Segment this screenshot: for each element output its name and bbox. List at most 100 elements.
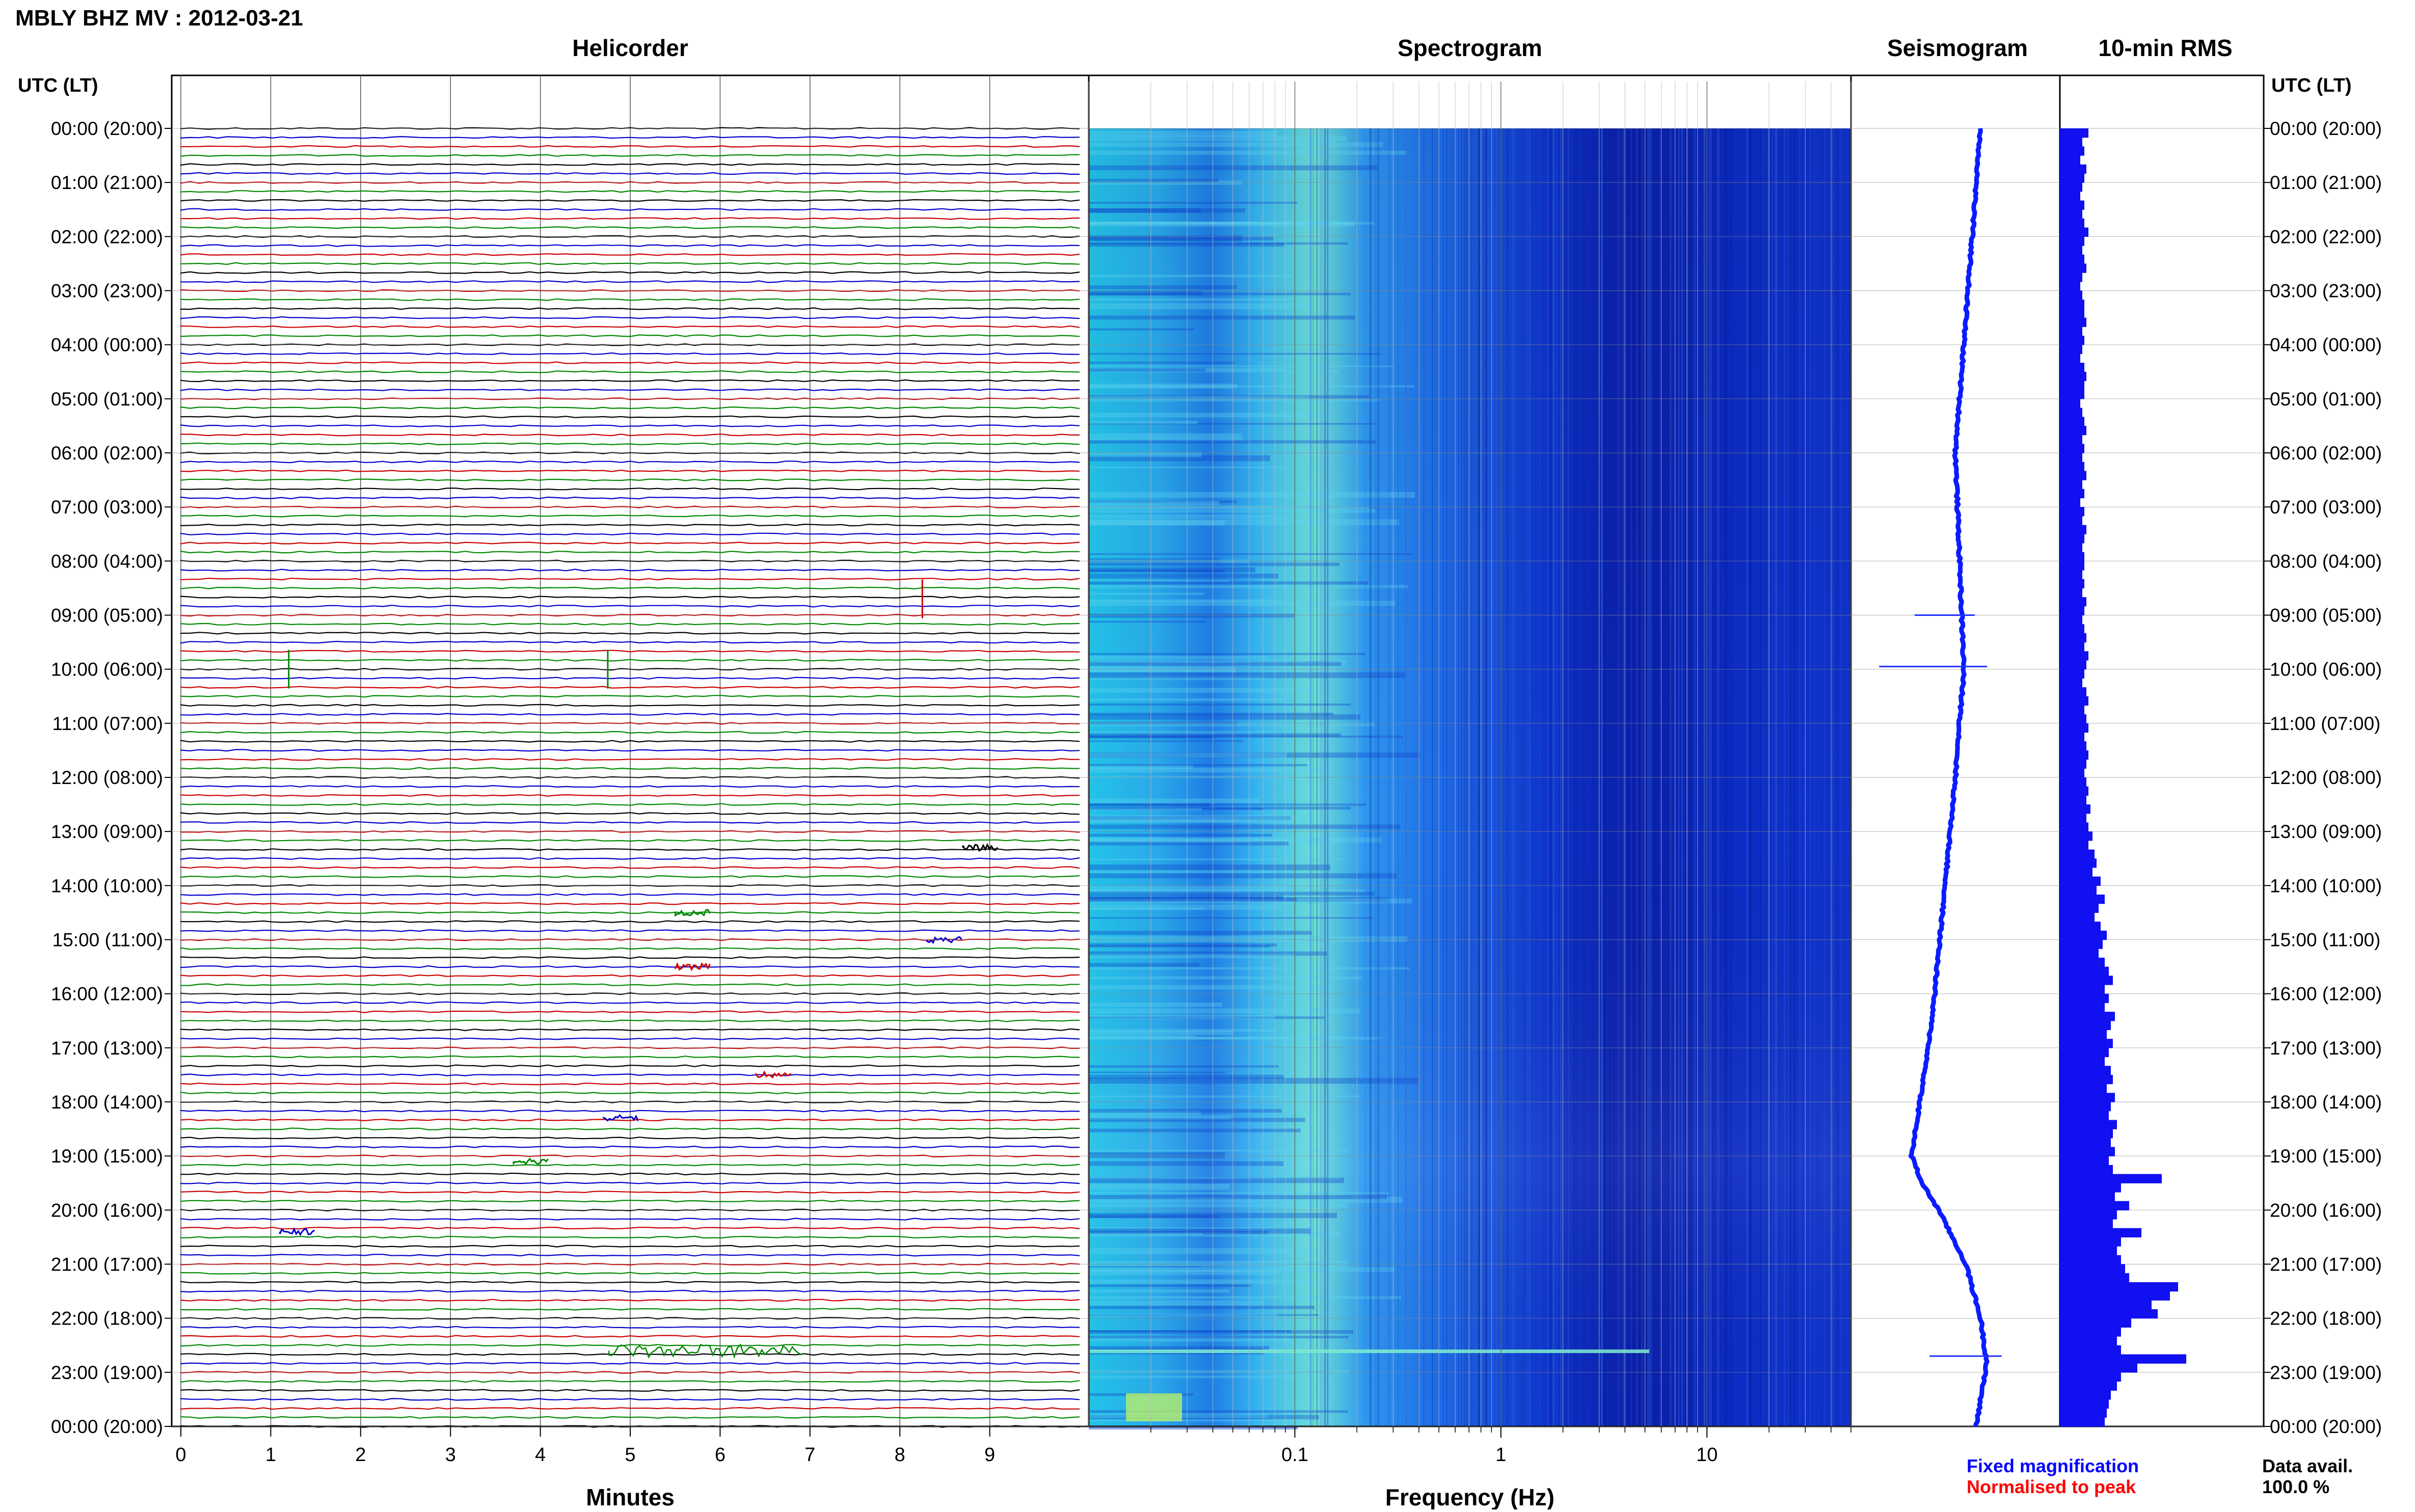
rms-bar — [2060, 813, 2086, 823]
helicorder-trace — [180, 1353, 1080, 1356]
legend-normalised: Normalised to peak — [1967, 1476, 2136, 1497]
minute-tick-label: 3 — [445, 1444, 456, 1466]
spectrogram-stripe — [1089, 365, 1393, 367]
helicorder-trace — [180, 1137, 1080, 1140]
frequency-tick-label: 0.1 — [1281, 1444, 1308, 1466]
helicorder-trace — [180, 1416, 1080, 1419]
rms-bar — [2060, 705, 2084, 715]
rms-bar — [2060, 417, 2084, 426]
helicorder-trace — [180, 1091, 1080, 1094]
spectrogram-stripe — [1089, 653, 1365, 655]
rms-bar — [2060, 1408, 2107, 1418]
helicorder-trace — [180, 956, 1080, 959]
spectrogram-stripe — [1089, 985, 1333, 990]
spectrogram-stripe — [1089, 452, 1201, 457]
helicorder-trace — [180, 1407, 1080, 1410]
rms-bar — [2060, 1417, 2105, 1427]
spectrogram-stripe — [1089, 873, 1397, 879]
spectrogram-stripe — [1089, 592, 1204, 595]
spectrogram-stripe — [1089, 660, 1347, 663]
spectrogram-stripe — [1089, 292, 1351, 295]
spectrogram-stripe — [1089, 816, 1291, 821]
rms-bar — [2060, 363, 2084, 372]
rms-bar — [2060, 912, 2095, 922]
helicorder-event — [279, 1227, 315, 1236]
spectrogram-stripe — [1089, 202, 1297, 204]
helicorder-trace — [180, 244, 1080, 247]
spectrogram-stripe — [1089, 1074, 1284, 1079]
minute-tick-label: 0 — [175, 1444, 186, 1466]
rms-bar — [2060, 993, 2109, 1003]
spectrogram-stripe — [1089, 500, 1219, 505]
helicorder-trace — [180, 442, 1080, 446]
spectrogram-stripe — [1089, 1426, 1298, 1430]
helicorder-trace — [180, 1371, 1080, 1374]
rms-bar — [2060, 804, 2090, 814]
spectrogram-stripe — [1089, 951, 1327, 956]
rms-bar — [2060, 642, 2084, 652]
time-label-left: 07:00 (03:00) — [51, 497, 163, 518]
rms-bar — [2060, 1255, 2121, 1265]
spectrogram-stripe — [1089, 242, 1284, 247]
rms-bar — [2060, 227, 2088, 237]
minute-tick-label: 2 — [355, 1444, 366, 1466]
time-label-right: 21:00 (17:00) — [2270, 1254, 2382, 1275]
time-label-left: 05:00 (01:00) — [51, 389, 163, 410]
helicorder-trace — [180, 1181, 1080, 1184]
spectrogram-stripe — [1089, 1248, 1317, 1254]
time-label-right: 16:00 (12:00) — [2270, 984, 2382, 1005]
helicorder-trace — [180, 379, 1080, 383]
time-label-right: 15:00 (11:00) — [2270, 930, 2380, 951]
spectrogram-stripe — [1089, 1370, 1350, 1373]
rms-bar — [2060, 615, 2082, 625]
rms-bar — [2060, 1237, 2121, 1247]
time-label-left: 11:00 (07:00) — [52, 713, 163, 734]
time-label-left: 17:00 (13:00) — [51, 1038, 163, 1059]
spectrogram-stripe — [1089, 1306, 1314, 1309]
helicorder-trace — [180, 532, 1080, 535]
spectrogram-stripe — [1089, 509, 1376, 513]
helicorder-trace — [180, 352, 1080, 356]
helicorder-trace — [180, 758, 1080, 761]
spectrogram-stripe — [1089, 1035, 1195, 1038]
rms-bar — [2060, 849, 2095, 859]
spectrogram-stripe — [1089, 1228, 1311, 1234]
time-label-left: 19:00 (15:00) — [51, 1146, 163, 1167]
rms-bar — [2060, 579, 2084, 589]
spectrogram-title: Spectrogram — [1398, 35, 1542, 61]
helicorder-event — [602, 1114, 639, 1122]
rms-bar — [2060, 786, 2088, 796]
helicorder-trace — [180, 911, 1080, 914]
spectrogram-panel — [1089, 128, 1851, 1430]
helicorder-trace — [180, 370, 1080, 373]
spectrogram-stripe — [1089, 1109, 1282, 1113]
helicorder-title: Helicorder — [572, 35, 688, 61]
rms-bar — [2060, 1381, 2117, 1391]
spectrogram-stripe — [1089, 1330, 1353, 1334]
helicorder-trace — [180, 199, 1080, 202]
helicorder-trace — [180, 1235, 1080, 1239]
helicorder-trace — [180, 812, 1080, 815]
spectrogram-stripe — [1089, 1003, 1222, 1007]
rms-bar — [2060, 246, 2082, 255]
rms-bar — [2060, 1228, 2141, 1238]
helicorder-trace — [180, 667, 1080, 671]
helicorder-trace — [180, 803, 1080, 806]
spectrogram-stripe — [1089, 370, 1339, 373]
spectrogram-stripe — [1089, 413, 1329, 418]
rms-bar — [2060, 858, 2097, 868]
spectrogram-stripe — [1089, 735, 1403, 738]
helicorder-trace — [180, 623, 1080, 626]
spectrogram-stripe — [1089, 1192, 1390, 1194]
time-label-right: 03:00 (23:00) — [2270, 281, 2382, 302]
spectrogram-stripe — [1089, 1177, 1344, 1183]
rms-bar — [2060, 1309, 2158, 1319]
time-label-left: 00:00 (20:00) — [51, 118, 163, 139]
helicorder-trace — [180, 1127, 1080, 1130]
helicorder-trace — [180, 298, 1080, 301]
rms-bar — [2060, 949, 2099, 958]
helicorder-trace — [180, 920, 1080, 923]
spectrogram-stripe — [1089, 1183, 1229, 1190]
spectrogram-stripe — [1089, 1077, 1419, 1084]
spectrogram-stripe — [1089, 768, 1333, 773]
